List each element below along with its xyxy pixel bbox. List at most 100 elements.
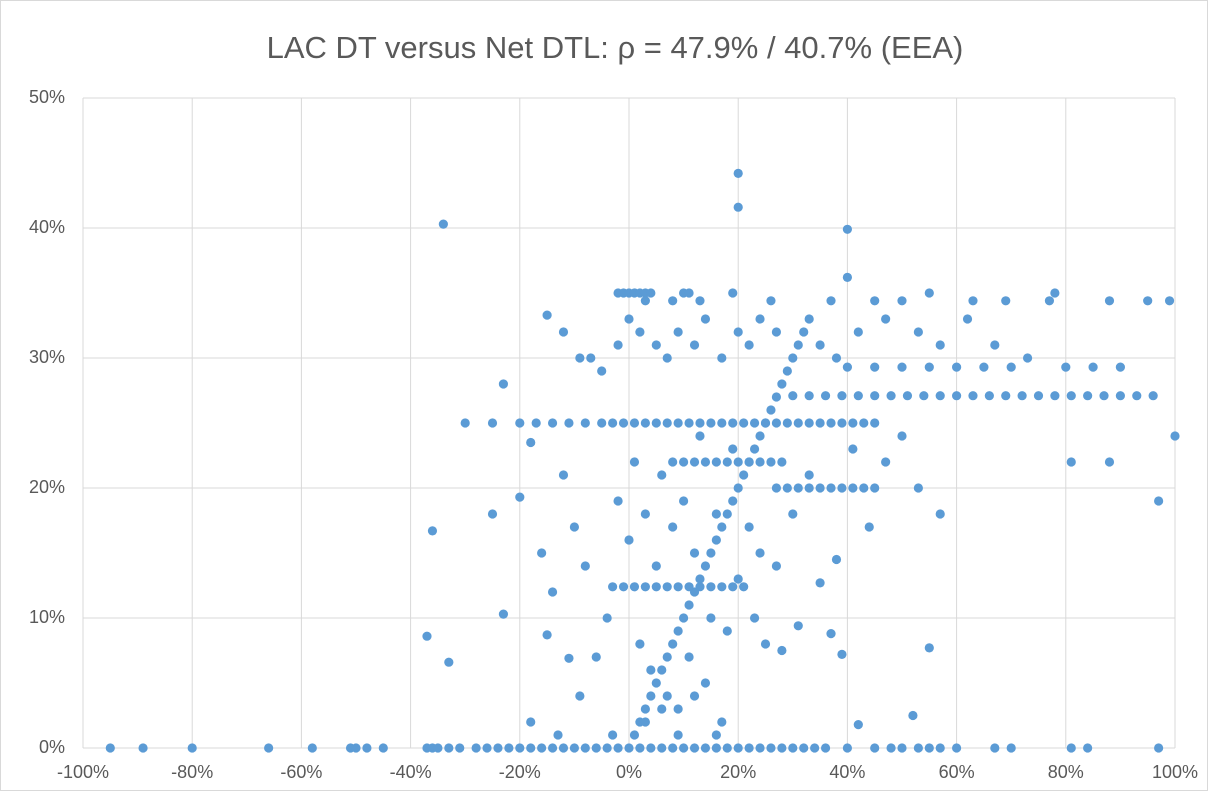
point [1132,391,1142,401]
point [613,743,623,753]
point [651,582,661,592]
point [635,639,645,649]
point [493,743,503,753]
point [739,418,749,428]
point [1154,496,1164,506]
point [498,609,509,619]
point [427,526,438,536]
point [788,743,798,753]
point [662,418,672,428]
point [138,743,148,753]
point [580,418,590,428]
point [913,327,923,337]
point [924,643,934,653]
point [1115,362,1125,372]
point [433,743,443,753]
point [722,626,732,636]
point [455,743,465,753]
point [684,582,694,592]
point [837,391,847,401]
y-tick-label: 40% [29,217,65,237]
point [968,391,978,401]
point [1066,743,1076,753]
point [1148,391,1158,401]
point [870,362,880,372]
point [897,296,907,306]
point [913,483,923,493]
point [564,653,574,663]
point [657,665,667,675]
point [689,457,700,467]
point [782,366,792,376]
point [547,418,558,428]
point [673,704,683,714]
point [728,288,738,298]
point [635,743,645,753]
point [651,340,661,350]
x-tick-label: 60% [939,762,975,782]
point [1154,743,1164,753]
point [700,743,711,753]
point [498,379,509,389]
point [935,340,945,350]
point [826,629,836,639]
point [706,613,716,623]
point [826,296,836,306]
point [613,340,623,350]
point [1164,296,1175,306]
point [640,509,650,519]
point [793,418,803,428]
point [646,665,656,675]
point [897,431,907,441]
point [575,691,585,701]
point [657,704,667,714]
y-tick-label: 0% [39,737,65,757]
point [711,509,721,519]
point [640,717,650,727]
point [679,496,689,506]
point [837,483,847,493]
point [684,600,694,610]
point [706,548,716,558]
x-tick-label: 0% [616,762,642,782]
point [640,582,650,592]
point [842,743,853,753]
point [1017,391,1027,401]
point [558,743,569,753]
point [820,391,831,401]
point [515,743,525,753]
point [853,391,863,401]
point [487,509,498,519]
point [744,340,754,350]
point [646,288,656,298]
point [935,509,945,519]
point [722,509,732,519]
point [924,362,934,372]
point [608,582,618,592]
point [870,418,880,428]
point [679,457,689,467]
point [624,535,634,545]
point [378,743,388,753]
point [728,418,738,428]
point [771,392,782,402]
point [897,743,907,753]
point [515,492,525,502]
point [558,327,569,337]
point [586,353,596,363]
point [935,743,945,753]
point [668,743,678,753]
point [728,582,738,592]
x-tick-label: 40% [829,762,865,782]
point [799,743,809,753]
point [553,730,563,740]
point [831,353,842,363]
point [771,418,782,428]
point [542,630,552,640]
point [575,353,585,363]
point [990,743,1000,753]
point [968,296,978,306]
point [695,296,705,306]
point [760,418,771,428]
